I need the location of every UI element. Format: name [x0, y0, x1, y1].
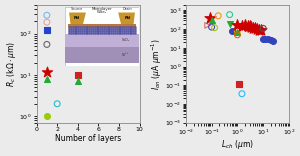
Point	[212, 27, 217, 29]
Point	[235, 24, 240, 26]
Point	[227, 13, 232, 16]
Point	[235, 30, 240, 32]
Y-axis label: $R_c$ (k$\Omega\cdot\mu$m): $R_c$ (k$\Omega\cdot\mu$m)	[5, 41, 18, 87]
Point	[117, 51, 122, 54]
Point	[44, 78, 49, 80]
Point	[261, 38, 266, 40]
Point	[268, 39, 273, 42]
X-axis label: Number of layers: Number of layers	[55, 134, 121, 143]
Y-axis label: $I_{on}$ ($\mu$A $\mu$m$^{-1}$): $I_{on}$ ($\mu$A $\mu$m$^{-1}$)	[149, 38, 164, 90]
Point	[249, 26, 254, 28]
Point	[261, 27, 266, 30]
Point	[117, 32, 122, 34]
Point	[208, 17, 213, 20]
Point	[75, 31, 80, 33]
Point	[44, 115, 49, 117]
Point	[245, 25, 250, 27]
X-axis label: $L_{ch}$ ($\mu$m): $L_{ch}$ ($\mu$m)	[221, 138, 254, 151]
Point	[239, 24, 244, 27]
Point	[44, 21, 49, 23]
Point	[229, 30, 234, 32]
Point	[257, 28, 262, 31]
Point	[263, 38, 268, 40]
Point	[44, 70, 49, 73]
Point	[235, 34, 240, 36]
Point	[209, 19, 214, 22]
Point	[75, 74, 80, 76]
Point	[247, 25, 252, 28]
Point	[55, 102, 60, 105]
Point	[127, 31, 132, 33]
Point	[205, 24, 210, 27]
Point	[258, 29, 263, 31]
Point	[243, 24, 248, 26]
Point	[117, 20, 122, 22]
Point	[44, 43, 49, 46]
Point	[44, 29, 49, 32]
Point	[227, 22, 232, 25]
Point	[75, 80, 80, 83]
Point	[216, 15, 220, 17]
Point	[250, 27, 255, 29]
Point	[253, 27, 258, 30]
Point	[209, 26, 214, 28]
Point	[44, 14, 49, 17]
Point	[235, 31, 240, 33]
Point	[271, 40, 276, 42]
Point	[237, 83, 242, 85]
Point	[239, 93, 244, 95]
Point	[255, 28, 260, 30]
Point	[265, 38, 270, 41]
